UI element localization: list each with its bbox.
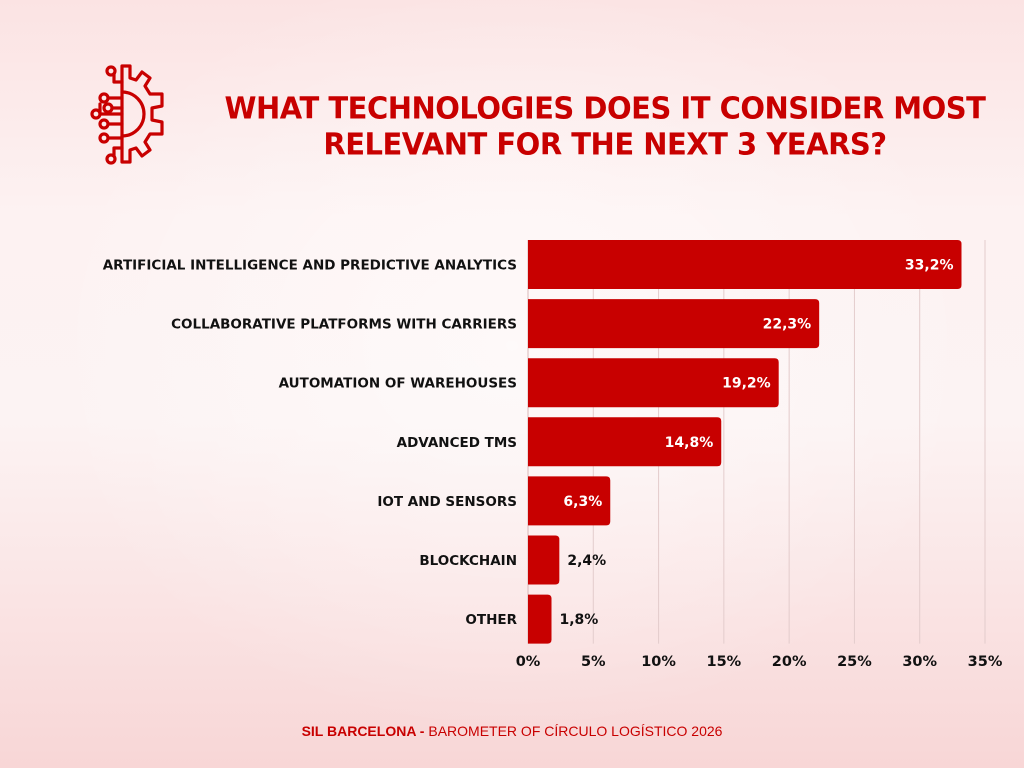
x-tick-label: 35%	[968, 654, 1003, 670]
category-label: ADVANCED TMS	[397, 435, 517, 451]
category-label: COLLABORATIVE PLATFORMS WITH CARRIERS	[171, 317, 517, 333]
category-label: OTHER	[465, 612, 517, 628]
x-tick-label: 10%	[641, 654, 676, 670]
data-label: 2,4%	[567, 553, 606, 569]
x-tick-label: 0%	[516, 654, 541, 670]
data-label: 19,2%	[722, 376, 771, 392]
bar	[528, 594, 552, 644]
bar	[528, 299, 820, 349]
bar	[528, 535, 560, 585]
category-label: ARTIFICIAL INTELLIGENCE AND PREDICTIVE A…	[103, 258, 517, 274]
gear-circuit-icon	[90, 64, 164, 165]
data-label: 33,2%	[905, 258, 954, 274]
chart-title: WHAT TECHNOLOGIES DOES IT CONSIDER MOST …	[200, 90, 1010, 161]
data-label: 1,8%	[560, 612, 599, 628]
title-line-2: RELEVANT FOR THE NEXT 3 YEARS?	[323, 126, 887, 162]
x-tick-label: 5%	[581, 654, 606, 670]
data-label: 6,3%	[563, 494, 602, 510]
x-tick-label: 25%	[837, 654, 872, 670]
bar	[528, 240, 962, 289]
footer-text: BAROMETER OF CÍRCULO LOGÍSTICO 2026	[428, 723, 723, 739]
x-tick-label: 20%	[772, 654, 807, 670]
data-label: 22,3%	[763, 317, 812, 333]
bar	[528, 476, 611, 526]
category-label: BLOCKCHAIN	[419, 553, 517, 569]
footer-brand: SIL BARCELONA -	[301, 723, 425, 739]
bar	[528, 417, 722, 467]
x-tick-label: 15%	[706, 654, 741, 670]
category-label: AUTOMATION OF WAREHOUSES	[279, 376, 517, 392]
x-tick-label: 30%	[902, 654, 937, 670]
bar	[528, 358, 779, 408]
category-label: IOT AND SENSORS	[377, 494, 517, 510]
footer-source: SIL BARCELONA - BAROMETER OF CÍRCULO LOG…	[0, 723, 1024, 739]
data-label: 14,8%	[665, 435, 714, 451]
title-line-1: WHAT TECHNOLOGIES DOES IT CONSIDER MOST	[224, 90, 986, 126]
